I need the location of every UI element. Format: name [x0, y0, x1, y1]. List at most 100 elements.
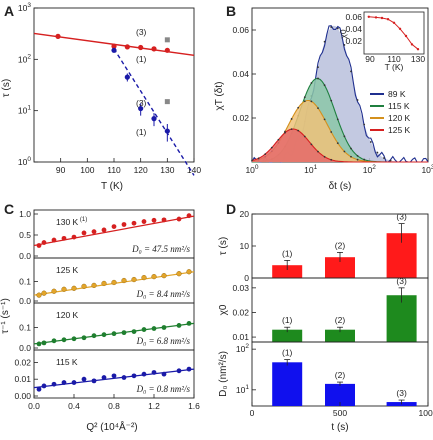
- data-point: [36, 292, 42, 298]
- data-point: [323, 40, 326, 43]
- inset-point: [404, 34, 408, 38]
- density-curve: [251, 128, 428, 163]
- data-point: [270, 146, 273, 149]
- inset-frame: [363, 11, 425, 55]
- y-tick-label: 0.06: [232, 25, 249, 35]
- data-point: [131, 276, 137, 283]
- data-point: [297, 106, 300, 109]
- data-point: [310, 143, 313, 146]
- data-point: [164, 47, 170, 53]
- y-tick-label: 0.0: [19, 343, 31, 353]
- data-point: [164, 37, 170, 43]
- data-point: [55, 33, 61, 39]
- y-tick-label: 20: [240, 209, 250, 219]
- data-point: [41, 383, 47, 389]
- data-point: [151, 274, 157, 280]
- x-tick-label: 130: [160, 165, 174, 175]
- y-tick-label: 0.02: [232, 307, 249, 317]
- subplot-ylabel: χ0: [218, 304, 229, 315]
- data-point: [161, 217, 167, 223]
- data-point: [151, 46, 157, 52]
- panel-b-ylabel: χT (δt): [214, 82, 225, 111]
- data-point: [91, 282, 97, 289]
- inset-point: [416, 48, 420, 51]
- bar-label: (1): [282, 248, 293, 258]
- data-point: [186, 321, 192, 326]
- data-point: [310, 82, 313, 84]
- x-tick-label: 1000: [419, 408, 433, 418]
- data-point: [141, 327, 147, 332]
- data-point: [363, 158, 366, 161]
- bar: [325, 329, 355, 342]
- inset-x-tick-label: 90: [365, 54, 375, 64]
- x-tick-label: 120: [134, 165, 148, 175]
- data-point: [61, 286, 67, 292]
- data-point: [111, 279, 117, 286]
- data-point: [323, 84, 326, 87]
- y-tick-label: 0.01: [14, 374, 31, 384]
- data-point: [186, 213, 192, 219]
- data-point: [138, 44, 144, 51]
- x-tick-label: 102: [363, 164, 376, 175]
- data-point: [343, 135, 346, 138]
- y-tick-label: 0.04: [232, 69, 249, 79]
- data-point: [303, 135, 306, 138]
- data-point: [176, 216, 182, 222]
- bar: [386, 295, 417, 342]
- data-point: [376, 151, 379, 154]
- data-point: [61, 235, 67, 241]
- legend-label: 115 K: [388, 101, 410, 111]
- annotation-label: (1): [136, 127, 147, 137]
- y-tick-label: 0.1: [19, 323, 31, 333]
- annotation-label: (3): [136, 98, 147, 108]
- bar: [272, 362, 303, 406]
- temperature-label: 120 K: [56, 310, 79, 320]
- x-tick-label: 110: [107, 165, 121, 175]
- panel-a-ylabel: τ (s): [1, 79, 12, 97]
- data-point: [336, 27, 339, 30]
- data-point: [363, 123, 366, 126]
- inset-ylabel: χ0: [338, 29, 348, 38]
- data-point: [111, 373, 117, 379]
- data-point: [138, 105, 144, 112]
- y-tick-label: 0.0: [19, 251, 31, 261]
- x-tick-label: 140: [187, 165, 201, 175]
- inset-point: [386, 18, 390, 21]
- bar: [325, 257, 355, 278]
- data-point: [176, 323, 182, 328]
- data-point: [61, 380, 67, 385]
- data-point: [111, 331, 117, 337]
- panel-a-label: A: [4, 3, 14, 19]
- y-tick-label: 0.01: [232, 332, 249, 342]
- panel-a-frame: [33, 7, 195, 163]
- data-point: [101, 375, 107, 380]
- data-point: [343, 150, 346, 153]
- data-point: [317, 66, 319, 69]
- y-tick-label: 101: [18, 105, 31, 116]
- inset-x-tick-label: 130: [411, 54, 425, 64]
- inset-xlabel: T (K): [385, 62, 404, 72]
- density-area: [252, 25, 428, 163]
- data-point: [111, 47, 117, 53]
- x-tick-label: 0.4: [68, 401, 80, 411]
- data-point: [101, 227, 107, 233]
- y-tick-label: 0.1: [19, 277, 31, 287]
- data-point: [36, 386, 42, 392]
- data-point: [350, 70, 352, 73]
- data-point: [323, 118, 326, 121]
- panel-d-xlabel: t (s): [331, 422, 348, 433]
- bar-label: (2): [335, 240, 346, 250]
- data-point: [356, 154, 359, 157]
- panel-c-xlabel: Q² (10⁴Å⁻²): [86, 420, 137, 433]
- inset-point: [392, 21, 396, 24]
- data-point: [131, 373, 137, 379]
- data-point: [141, 219, 147, 224]
- data-point: [330, 26, 333, 29]
- data-point: [317, 150, 319, 153]
- d0-annotation: D₀ = 8.4 nm²/s: [136, 289, 191, 299]
- fit-line: [33, 215, 195, 247]
- data-point: [151, 326, 157, 331]
- panel-a: A 90 100 110 120 130 140 100 101 102 103 (3) (1) (3…: [1, 2, 201, 192]
- data-point: [81, 376, 87, 382]
- inset-x-tick-label: 110: [387, 54, 401, 64]
